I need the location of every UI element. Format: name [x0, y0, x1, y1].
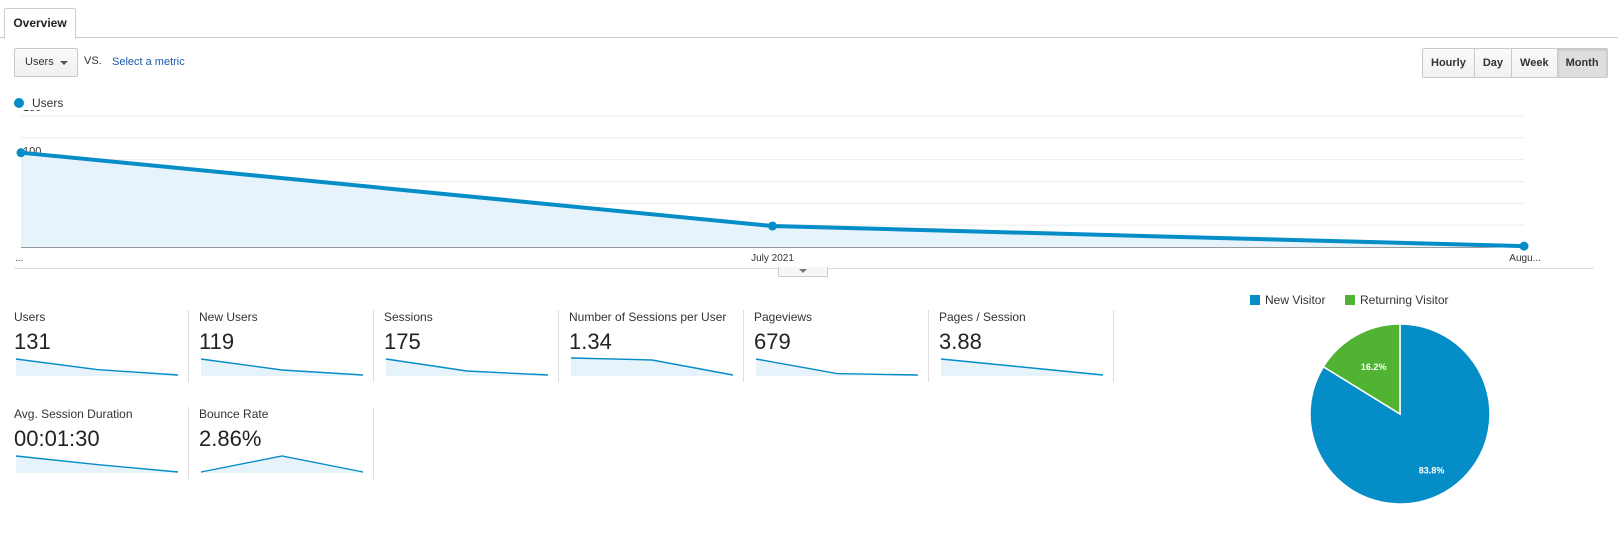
scorecard-label: Users: [14, 310, 46, 324]
scorecard-label: Number of Sessions per User: [569, 310, 727, 324]
scorecard-avg-session-duration[interactable]: Avg. Session Duration 00:01:30: [14, 407, 189, 479]
x-tick-label: ...: [15, 253, 23, 264]
sparkline: [200, 358, 364, 376]
sparkline: [940, 358, 1104, 376]
sparkline-line: [200, 455, 364, 473]
metric-dropdown[interactable]: Users: [14, 48, 78, 77]
sparkline-line: [755, 358, 919, 376]
users-data-point[interactable]: [768, 221, 777, 231]
sparkline-line: [200, 358, 364, 376]
sparkline-fill: [386, 359, 548, 376]
sparkline: [570, 357, 734, 376]
sparkline: [755, 358, 919, 376]
vs-label: VS.: [84, 55, 102, 67]
scorecard-value: 679: [754, 329, 791, 354]
sparkline-line: [940, 358, 1104, 376]
scorecard-label: Pageviews: [754, 310, 813, 324]
sparkline: [385, 358, 549, 376]
day-button[interactable]: Day: [1474, 49, 1513, 77]
scorecard-value: 119: [199, 329, 235, 354]
scorecard-label: Bounce Rate: [199, 407, 269, 421]
sparkline-fill: [756, 359, 918, 376]
scorecard-value: 175: [384, 329, 421, 354]
collapse-chart-button[interactable]: [778, 267, 828, 277]
sparkline-line: [15, 455, 179, 473]
pie-slice-returning-visitor[interactable]: [1322, 323, 1401, 416]
month-button[interactable]: Month: [1557, 49, 1607, 77]
sparkline-line: [15, 358, 179, 376]
sparkline: [15, 455, 179, 473]
week-button[interactable]: Week: [1512, 49, 1558, 77]
x-tick-label: July 2021: [751, 253, 794, 264]
scorecard-value: 131: [14, 329, 51, 354]
scorecard-pageviews[interactable]: Pageviews 679: [754, 310, 929, 382]
sparkline-fill: [16, 359, 178, 376]
sparkline-fill: [201, 359, 363, 376]
sparkline: [200, 455, 364, 473]
tab-overview[interactable]: Overview: [4, 8, 76, 39]
users-data-point[interactable]: [1519, 241, 1529, 251]
x-tick-label: Augu...: [1509, 253, 1541, 264]
returning-visitor-legend-swatch: [1345, 295, 1355, 305]
y-tick-label: 150: [23, 110, 41, 114]
users-area-fill: [21, 152, 1524, 247]
sparkline-line: [385, 358, 549, 376]
tab-bar: Overview: [0, 0, 1618, 39]
scorecard-label: New Users: [199, 310, 258, 324]
scorecard-value: 2.86%: [199, 426, 262, 451]
hourly-button[interactable]: Hourly: [1423, 49, 1475, 77]
scorecard-new-users[interactable]: New Users 119: [199, 310, 374, 382]
visitor-type-pie-chart: 83.8% 16.2%: [1309, 323, 1491, 505]
pie-slice-label: 16.2%: [1361, 362, 1387, 372]
scorecard-label: Pages / Session: [939, 310, 1026, 324]
users-data-point[interactable]: [16, 148, 26, 158]
users-legend-dot: [14, 98, 24, 108]
users-legend-label[interactable]: Users: [32, 96, 64, 110]
scorecard-pages-per-session[interactable]: Pages / Session 3.88: [939, 310, 1114, 382]
chevron-down-icon: [60, 61, 68, 65]
metric-dropdown-label: Users: [25, 56, 54, 68]
scorecard-users[interactable]: Users 131: [14, 310, 189, 382]
scorecard-value: 3.88: [939, 329, 982, 354]
returning-visitor-legend-label[interactable]: Returning Visitor: [1360, 293, 1449, 307]
new-visitor-legend-label[interactable]: New Visitor: [1265, 293, 1326, 307]
sparkline-fill: [201, 456, 363, 473]
scorecard-value: 00:01:30: [14, 426, 100, 451]
scorecard-label: Sessions: [384, 310, 433, 324]
sparkline-fill: [571, 358, 733, 376]
scorecard-sessions-per-user[interactable]: Number of Sessions per User 1.34: [569, 310, 744, 382]
select-metric-link[interactable]: Select a metric: [112, 56, 185, 68]
scorecard-label: Avg. Session Duration: [14, 407, 133, 421]
scorecard-sessions[interactable]: Sessions 175: [384, 310, 559, 382]
granularity-toggle: Hourly Day Week Month: [1422, 48, 1608, 78]
sparkline: [15, 358, 179, 376]
new-visitor-legend-swatch: [1250, 295, 1260, 305]
scorecard-value: 1.34: [569, 329, 612, 354]
pie-slice-label: 83.8%: [1419, 466, 1445, 476]
sparkline-line: [570, 357, 734, 376]
users-line-chart: 15010050...July 2021Augu...: [15, 110, 1541, 264]
scorecard-bounce-rate[interactable]: Bounce Rate 2.86%: [199, 407, 374, 479]
